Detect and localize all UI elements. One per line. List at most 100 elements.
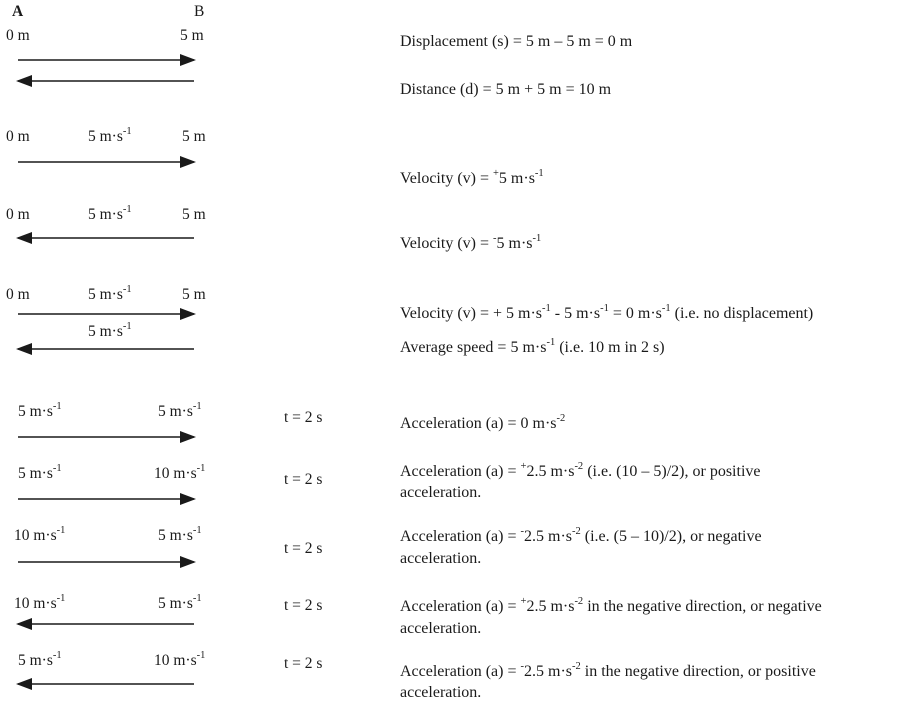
- explanation-text: 2.5 m·s: [524, 663, 572, 680]
- explanation-text: (i.e. no displacement): [671, 305, 814, 322]
- explanation-text: acceleration.: [400, 550, 481, 567]
- end-value-label: 5 m: [182, 206, 206, 223]
- explanation-text: = 0 m·s: [609, 305, 662, 322]
- speed-value-label-superscript: -1: [123, 126, 132, 137]
- explanation-superscript: -: [493, 233, 497, 244]
- explanation-text: Displacement (s) = 5 m – 5 m = 0 m: [400, 33, 633, 50]
- explanation-text: (i.e. 10 m in 2 s): [555, 339, 664, 356]
- arrow-left-head: [16, 343, 32, 355]
- explanation-line: Average speed = 5 m·s-1 (i.e. 10 m in 2 …: [400, 337, 665, 356]
- explanation-superscript: -2: [574, 461, 583, 472]
- explanation-line: acceleration.: [400, 484, 481, 501]
- explanation-line: acceleration.: [400, 620, 481, 637]
- arrow-left-head: [16, 232, 32, 244]
- explanation-line: acceleration.: [400, 684, 481, 701]
- end-value-label: 5 m·s-1: [158, 525, 202, 544]
- explanation-superscript: -1: [533, 233, 542, 244]
- start-value-label-superscript: -1: [57, 525, 66, 536]
- explanation-superscript: -2: [574, 596, 583, 607]
- arrow-right-head: [180, 54, 196, 66]
- explanation-superscript: +: [521, 461, 527, 472]
- explanation-text: (i.e. (5 – 10)/2), or negative: [581, 528, 762, 545]
- explanation-text: (i.e. (10 – 5)/2), or positive: [583, 463, 760, 480]
- explanation-superscript: -1: [662, 303, 671, 314]
- end-value-label-superscript: -1: [197, 463, 206, 474]
- motion-row-8: 10 m·s-1 5 m·s-1 t = 2 s Acceleration (a) =…: [14, 593, 822, 637]
- explanation-text: acceleration.: [400, 684, 481, 701]
- start-value-label-text: 5 m·s: [18, 652, 53, 669]
- speed-value-label-text: 5 m·s: [88, 206, 123, 223]
- explanation-text: acceleration.: [400, 484, 481, 501]
- return-speed-label-superscript: -1: [123, 321, 132, 332]
- end-value-label-superscript: -1: [197, 650, 206, 661]
- end-value-label-text: 10 m·s: [154, 465, 197, 482]
- end-value-label: 5 m·s-1: [158, 593, 202, 612]
- end-value-label: 5 m: [182, 286, 206, 303]
- explanation-line: Displacement (s) = 5 m – 5 m = 0 m: [400, 33, 633, 50]
- end-value-label: 5 m·s-1: [158, 401, 202, 420]
- explanation-text: in the negative direction, or positive: [581, 663, 816, 680]
- end-value-label: 10 m·s-1: [154, 650, 205, 669]
- end-value-label: 5 m: [182, 128, 206, 145]
- time-label: t = 2 s: [284, 409, 322, 426]
- time-label: t = 2 s: [284, 655, 322, 672]
- explanation-superscript: -1: [546, 337, 555, 348]
- start-value-label-superscript: -1: [53, 463, 62, 474]
- explanation-line: Velocity (v) = + 5 m·s-1 - 5 m·s-1 = 0 m…: [400, 303, 813, 322]
- explanation-line: Acceleration (a) = -2.5 m·s-2 (i.e. (5 –…: [400, 526, 762, 545]
- end-value-label-text: 5 m·s: [158, 403, 193, 420]
- explanation-superscript: -1: [600, 303, 609, 314]
- time-label: t = 2 s: [284, 597, 322, 614]
- end-value-label-text: 5 m: [182, 128, 206, 145]
- explanation-superscript: -2: [572, 526, 581, 537]
- start-value-label-text: 5 m·s: [18, 403, 53, 420]
- start-value-label: 10 m·s-1: [14, 525, 65, 544]
- explanation-superscript: -: [521, 661, 525, 672]
- start-value-label: 0 m: [6, 128, 30, 145]
- diagram-rows: 0 m 5 m Displacement (s) = 5 m – 5 m = 0 m…: [6, 27, 822, 701]
- motion-row-1: 0 m 5 m Displacement (s) = 5 m – 5 m = 0 m…: [6, 27, 633, 98]
- start-value-label-superscript: -1: [53, 650, 62, 661]
- explanation-text: - 5 m·s: [551, 305, 600, 322]
- arrow-left-head: [16, 75, 32, 87]
- explanation-text: Velocity (v) =: [400, 235, 493, 252]
- end-value-label-superscript: -1: [193, 525, 202, 536]
- motion-row-2: 0 m 5 m·s -1 5 m Velocity (v) = +5 m·s-1: [6, 126, 544, 187]
- start-value-label: 5 m·s-1: [18, 463, 62, 482]
- return-speed-label-text: 5 m·s: [88, 323, 123, 340]
- explanation-text: 5 m·s: [499, 170, 535, 187]
- end-value-label: 10 m·s-1: [154, 463, 205, 482]
- start-value-label-text: 0 m: [6, 27, 30, 44]
- speed-value-label-superscript: -1: [123, 204, 132, 215]
- speed-value-label: 5 m·s-1: [88, 284, 132, 303]
- explanation-line: Acceleration (a) = +2.5 m·s-2 in the neg…: [400, 596, 822, 615]
- motion-row-9: 5 m·s-1 10 m·s-1 t = 2 s Acceleration (a) =…: [16, 650, 816, 701]
- explanation-line: Velocity (v) = +5 m·s-1: [400, 168, 544, 187]
- explanation-text: Distance (d) = 5 m + 5 m = 10 m: [400, 81, 612, 98]
- explanation-line: acceleration.: [400, 550, 481, 567]
- explanation-text: acceleration.: [400, 620, 481, 637]
- explanation-superscript: -2: [572, 661, 581, 672]
- arrow-right-head: [180, 556, 196, 568]
- end-value-label-text: 5 m: [182, 206, 206, 223]
- explanation-text: 5 m·s: [497, 235, 533, 252]
- arrow-left-head: [16, 678, 32, 690]
- return-speed-label: 5 m·s-1: [88, 321, 132, 340]
- start-value-label-text: 0 m: [6, 128, 30, 145]
- start-value-label-superscript: -1: [53, 401, 62, 412]
- motion-row-5: 5 m·s-1 5 m·s-1t = 2 s Acceleration (a) = …: [18, 401, 565, 443]
- start-value-label: 5 m·s-1: [18, 401, 62, 420]
- end-value-label-text: 5 m·s: [158, 595, 193, 612]
- explanation-text: Acceleration (a) =: [400, 528, 521, 545]
- speed-value-label-text: 5 m·s: [88, 286, 123, 303]
- explanation-line: Distance (d) = 5 m + 5 m = 10 m: [400, 81, 612, 98]
- end-value-label-text: 5 m: [180, 27, 204, 44]
- arrow-right-head: [180, 156, 196, 168]
- start-value-label: 0 m: [6, 206, 30, 223]
- explanation-line: Acceleration (a) = 0 m·s-2: [400, 413, 565, 432]
- explanation-text: Velocity (v) =: [400, 170, 493, 187]
- speed-value-label: 5 m·s-1: [88, 204, 132, 223]
